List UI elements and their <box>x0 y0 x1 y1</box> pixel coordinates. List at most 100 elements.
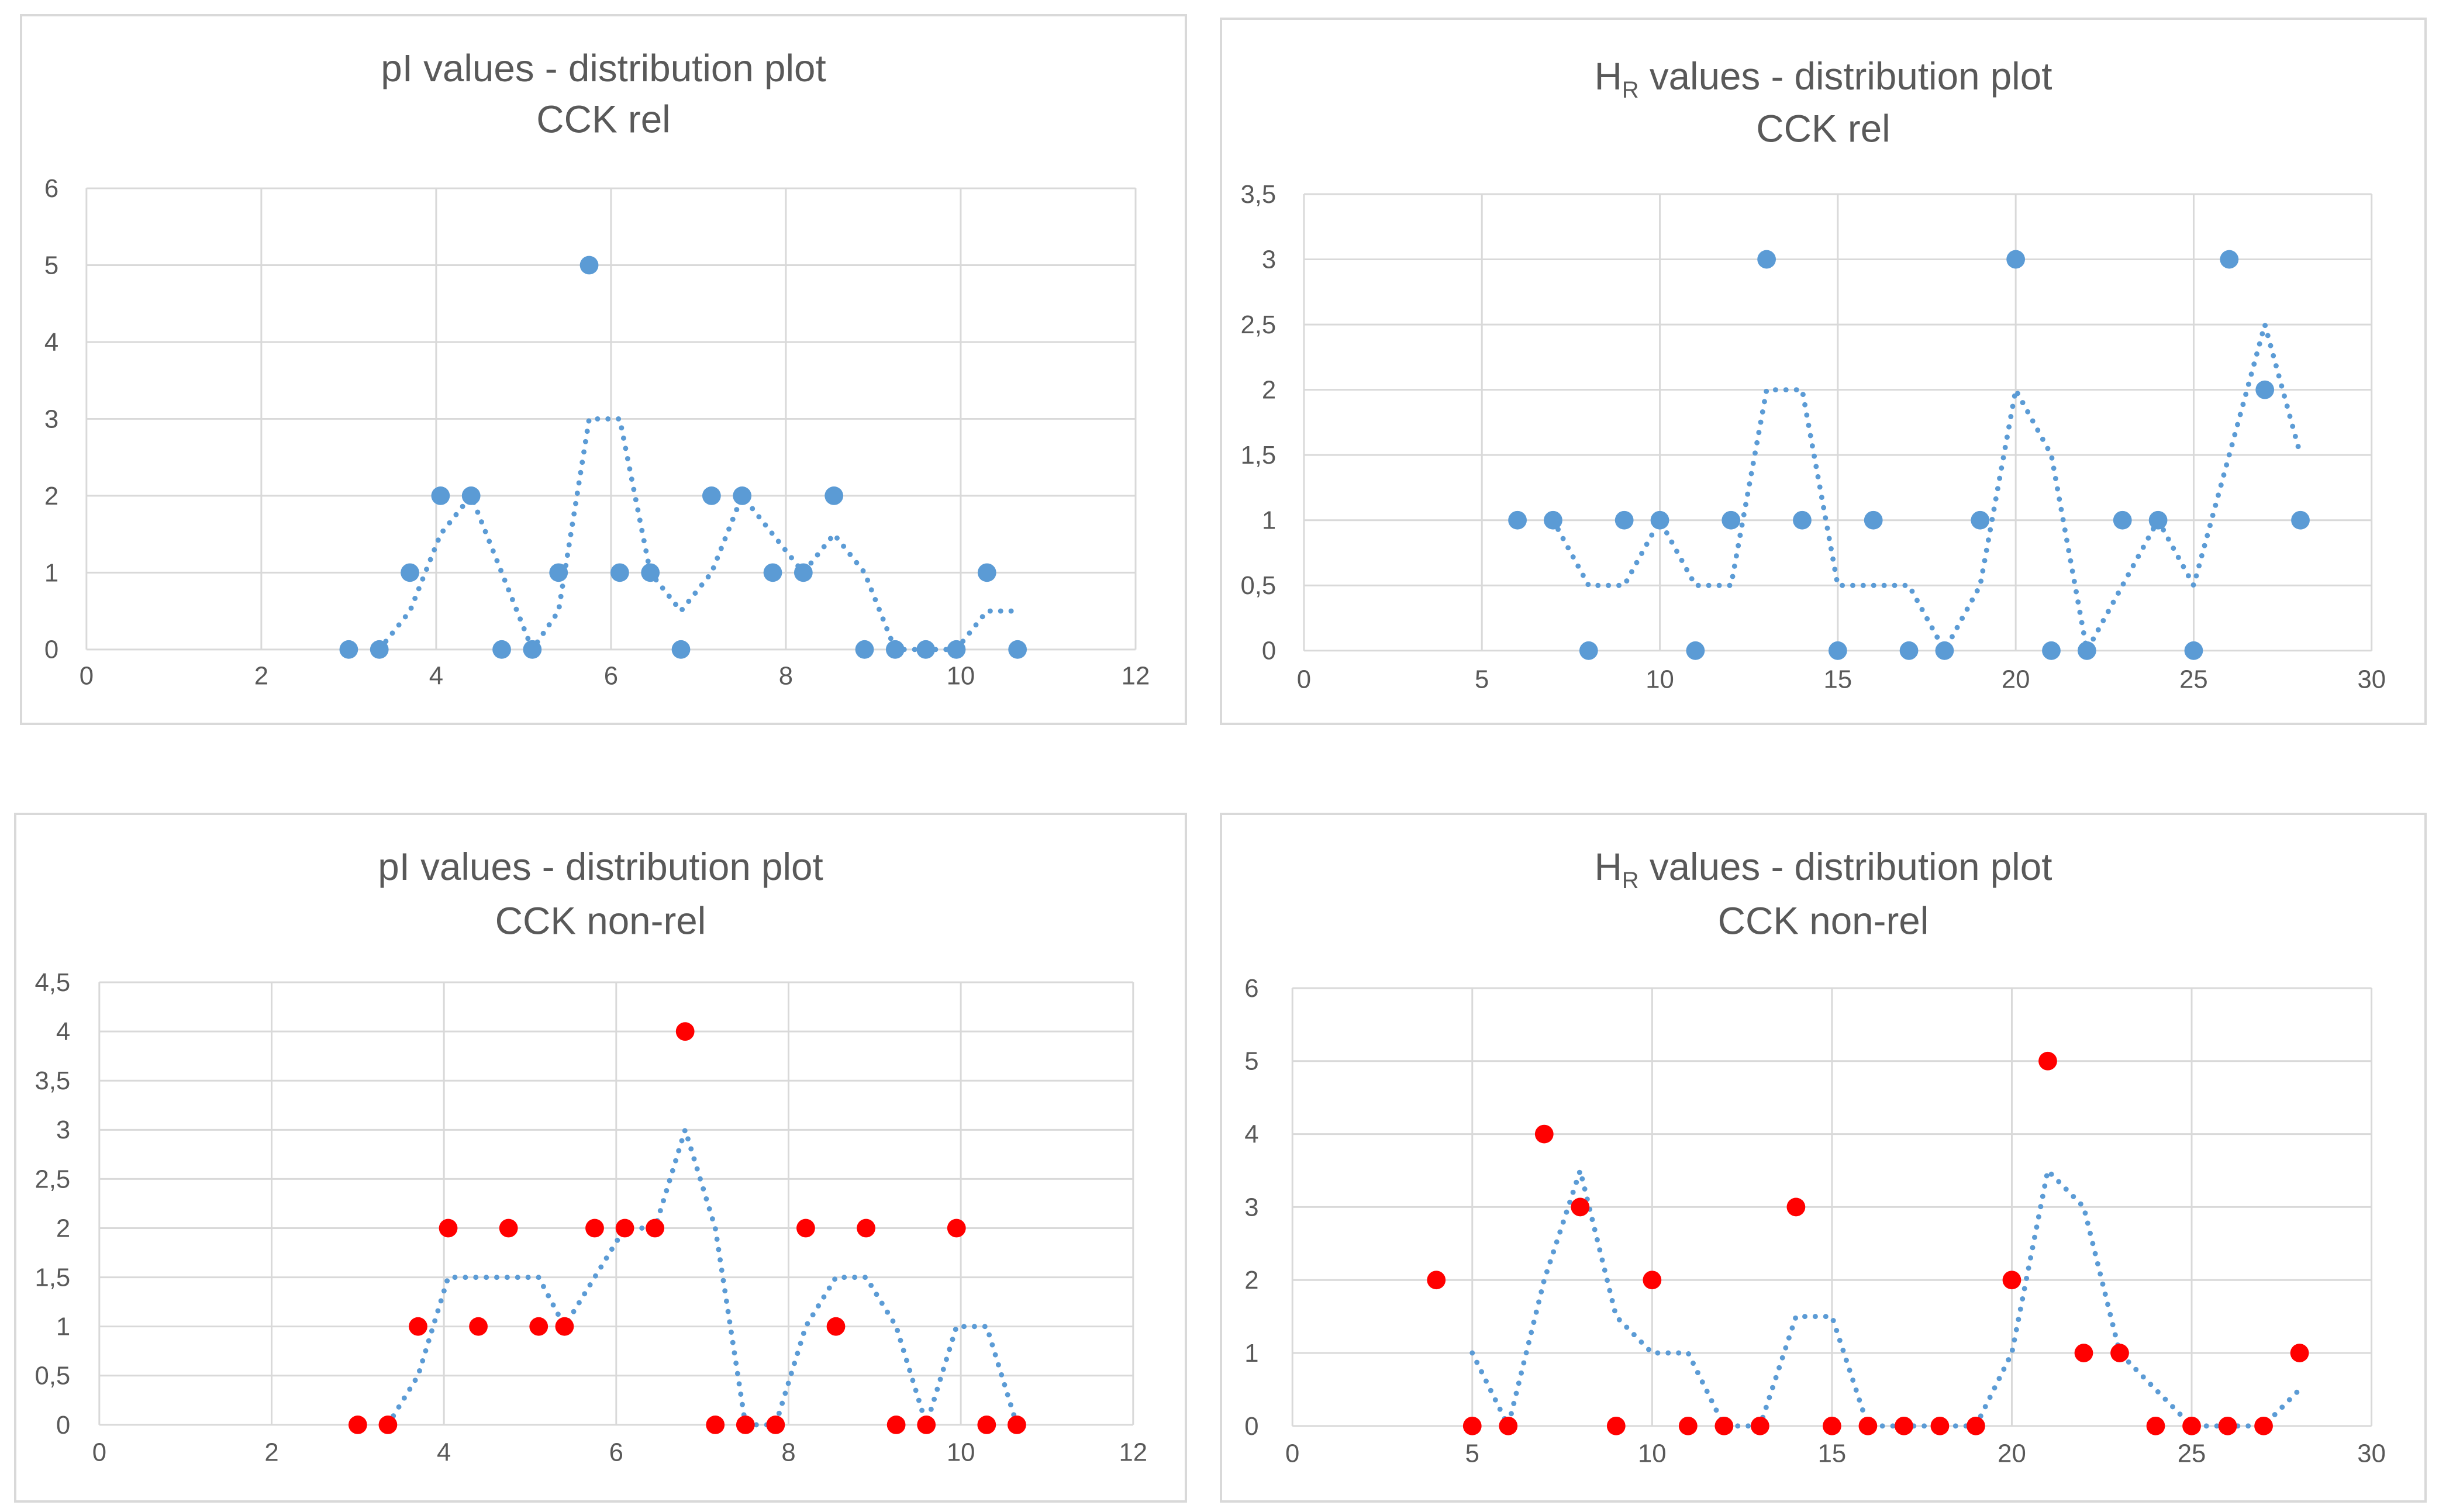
data-point <box>461 486 481 505</box>
chart-subtitle: CCK rel <box>536 98 670 141</box>
y-tick-label: 2 <box>1262 376 1276 405</box>
data-point <box>2218 1416 2237 1435</box>
data-point <box>671 640 691 659</box>
x-tick-label: 4 <box>429 661 443 690</box>
y-tick-label: 0 <box>56 1411 70 1439</box>
data-point <box>1823 1416 1841 1435</box>
data-point <box>370 640 389 659</box>
data-point <box>1858 1416 1878 1435</box>
data-point <box>492 640 511 659</box>
data-point <box>1579 641 1598 660</box>
y-tick-label: 1,5 <box>35 1264 70 1292</box>
chart-panel-pi-nonrel: pI values - distribution plot CCK non-rel… <box>14 813 1187 1503</box>
data-point <box>1930 1416 1950 1435</box>
x-tick-label: 10 <box>947 661 975 690</box>
data-point <box>646 1218 665 1238</box>
x-tick-label: 0 <box>92 1438 106 1466</box>
trendline-moving-average <box>1550 322 2303 654</box>
data-point <box>1686 641 1705 660</box>
data-point <box>1722 510 1741 530</box>
x-tick-label: 30 <box>2357 1439 2386 1468</box>
data-point <box>1971 510 1990 530</box>
data-point <box>555 1317 574 1336</box>
data-point <box>529 1317 548 1336</box>
y-tick-label: 0 <box>1262 637 1276 665</box>
data-point <box>1828 641 1847 660</box>
data-point <box>2077 641 2096 660</box>
data-point <box>2254 1416 2273 1435</box>
data-point <box>1643 1271 1662 1290</box>
x-tick-label: 30 <box>2357 665 2386 693</box>
data-point <box>2110 1344 2129 1362</box>
chart-title: HR values - distribution plot <box>1595 55 2052 103</box>
data-point <box>579 256 599 275</box>
chart-svg-pi-nonrel: pI values - distribution plot CCK non-rel… <box>35 845 1147 1466</box>
y-tick-label: 0 <box>44 636 58 664</box>
data-point <box>1614 510 1634 530</box>
data-point <box>1793 510 1812 530</box>
data-point <box>947 1218 966 1238</box>
data-point <box>1757 250 1776 269</box>
y-tick-label: 2,5 <box>35 1165 70 1193</box>
data-point <box>886 1415 906 1434</box>
data-point <box>2042 641 2061 660</box>
x-tick-label: 0 <box>1285 1439 1299 1468</box>
data-point <box>1462 1416 1482 1435</box>
data-point <box>702 486 721 505</box>
data-point <box>1967 1416 1985 1435</box>
x-tick-label: 12 <box>1119 1438 1147 1466</box>
data-point <box>794 563 813 582</box>
data-point <box>378 1415 398 1434</box>
x-tick-label: 20 <box>1998 1439 2026 1468</box>
data-point <box>2002 1271 2021 1290</box>
y-tick-label: 3,5 <box>1240 180 1276 209</box>
data-point <box>977 1415 996 1434</box>
data-point <box>857 1218 875 1238</box>
data-point <box>2184 641 2203 660</box>
chart-subtitle: CCK rel <box>1756 108 1890 150</box>
data-point <box>549 563 568 582</box>
y-tick-label: 2 <box>44 482 58 510</box>
y-tick-label: 1 <box>1244 1339 1258 1368</box>
data-point <box>885 640 905 659</box>
data-point <box>706 1415 725 1434</box>
data-point <box>736 1415 755 1434</box>
chart-title: pI values - distribution plot <box>378 845 823 888</box>
data-point <box>2148 510 2168 530</box>
trendline-moving-average <box>1469 1168 2303 1429</box>
x-tick-label: 5 <box>1465 1439 1479 1468</box>
data-point <box>585 1218 604 1238</box>
data-point <box>2291 510 2310 530</box>
y-tick-label: 1 <box>44 558 58 587</box>
data-point <box>766 1415 785 1434</box>
x-tick-label: 8 <box>779 661 793 690</box>
chart-panel-hr-rel: HR values - distribution plot CCK rel 0 0,5… <box>1220 18 2427 725</box>
trendline-moving-average <box>385 1127 1020 1428</box>
chart-svg-hr-rel: HR values - distribution plot CCK rel 0 0,5… <box>1240 55 2386 693</box>
data-point <box>610 563 629 582</box>
y-tick-label: 1 <box>56 1313 70 1341</box>
data-point <box>1534 1124 1554 1144</box>
y-tick-label: 2,5 <box>1240 310 1276 339</box>
data-point <box>1895 1416 1913 1435</box>
data-point <box>1678 1416 1698 1435</box>
y-tick-label: 4 <box>44 328 58 357</box>
chart-panel-pi-rel: pI values - distribution plot CCK rel 0 1 2 3… <box>20 14 1187 725</box>
y-tick-label: 3 <box>1262 245 1276 274</box>
y-tick-label: 3,5 <box>35 1066 70 1095</box>
data-point <box>1864 510 1883 530</box>
data-point <box>1427 1271 1446 1290</box>
x-tick-label: 25 <box>2178 1439 2206 1468</box>
data-point <box>439 1218 458 1238</box>
data-point <box>1935 641 1954 660</box>
y-tick-label: 5 <box>1244 1047 1258 1076</box>
data-point <box>2182 1416 2201 1435</box>
x-tick-label: 15 <box>1818 1439 1847 1468</box>
data-point <box>1750 1416 1769 1435</box>
x-tick-label: 6 <box>609 1438 623 1466</box>
data-point <box>916 640 936 659</box>
x-tick-label: 10 <box>947 1438 975 1466</box>
data-point <box>1008 640 1027 659</box>
y-tick-label: 2 <box>56 1214 70 1242</box>
